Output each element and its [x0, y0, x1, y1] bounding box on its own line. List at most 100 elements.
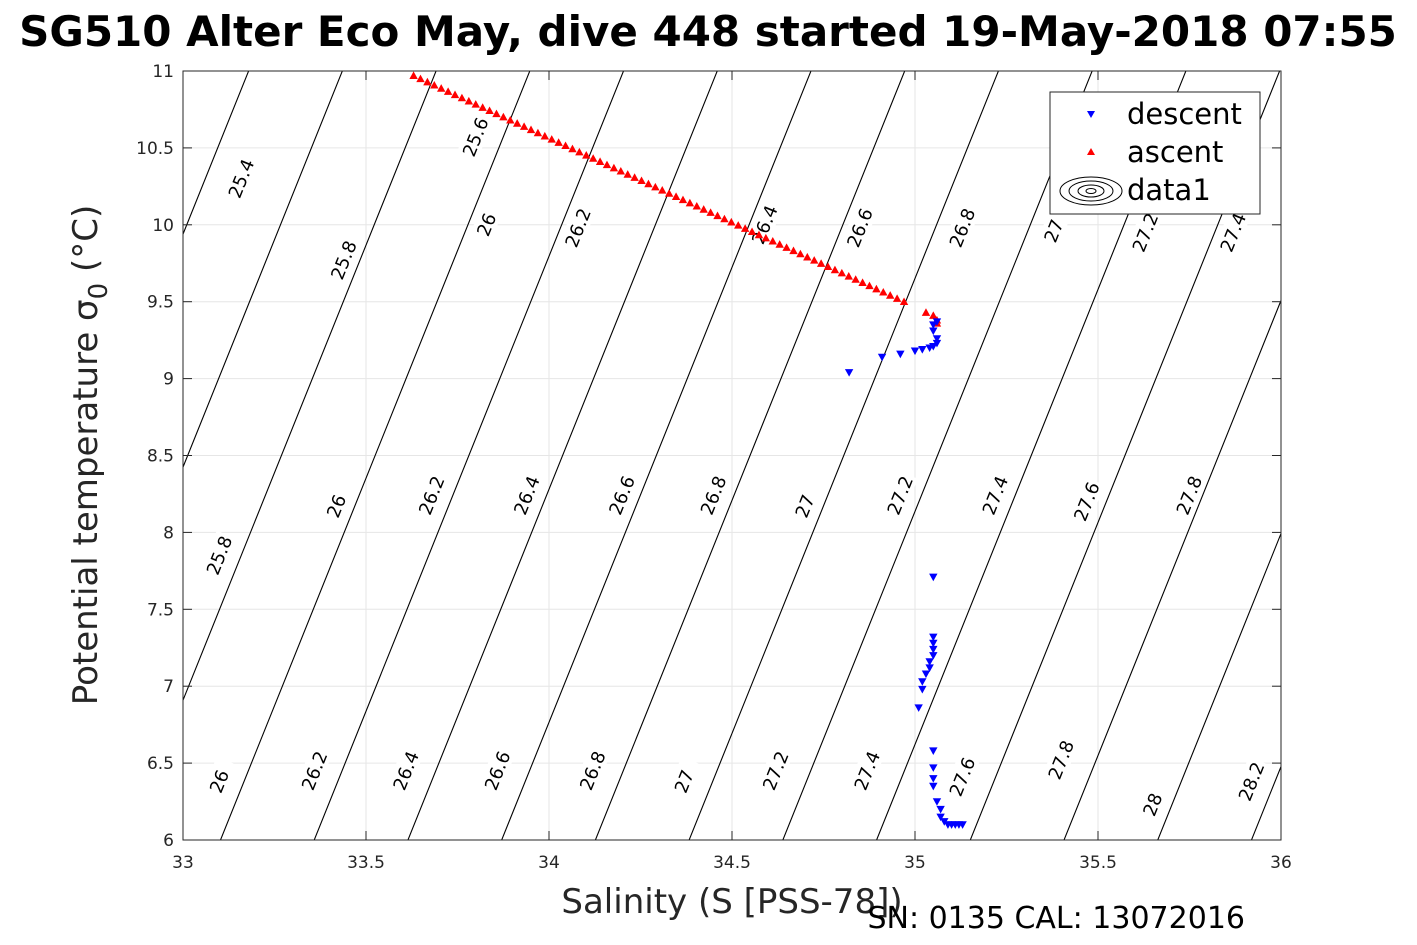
ascent-point — [810, 256, 819, 264]
serial-calibration-footer: SN: 0135 CAL: 13072016 — [867, 901, 1245, 936]
descent-point — [929, 747, 938, 755]
ascent-point — [816, 259, 826, 267]
descent-point — [929, 775, 938, 783]
x-tick-label: 33 — [172, 853, 194, 873]
descent-point — [932, 318, 942, 326]
ascent-point — [637, 176, 646, 185]
ascent-point — [706, 208, 715, 216]
ascent-point — [651, 182, 660, 191]
ascent-point — [872, 284, 881, 293]
ascent-point — [768, 236, 777, 245]
x-axis-label: Salinity (S [PSS-78]) — [561, 882, 902, 922]
ascent-point — [582, 151, 591, 159]
x-tick-label: 34 — [538, 853, 560, 873]
legend-ascent-label: ascent — [1127, 135, 1223, 169]
ascent-point — [492, 109, 501, 118]
ascent-point — [775, 240, 784, 248]
descent-point — [929, 633, 938, 642]
legend-box — [1049, 91, 1261, 215]
y-tick-label: 10 — [152, 216, 174, 236]
descent-point — [921, 670, 931, 679]
ascent-point — [851, 275, 860, 283]
descent-series — [844, 318, 967, 829]
ascent-point — [561, 141, 570, 150]
isopycnal-line — [183, 71, 437, 702]
ascent-point — [727, 217, 736, 226]
ascent-point — [506, 115, 515, 124]
ascent-point — [830, 265, 840, 274]
ascent-point — [485, 106, 494, 115]
x-tick-label: 34.5 — [713, 853, 751, 873]
x-tick-label: 36 — [1270, 853, 1292, 873]
ascent-point — [423, 77, 432, 86]
isopycnal-line — [688, 71, 1000, 840]
isopycnal-line — [594, 71, 906, 840]
descent-point — [918, 685, 927, 694]
y-tick-label: 6.5 — [147, 754, 174, 774]
ascent-point — [837, 268, 847, 277]
legend-descent-label: descent — [1127, 97, 1242, 131]
descent-point — [918, 678, 927, 686]
isopycnal-line — [219, 71, 531, 840]
legend-ascent-marker — [1087, 148, 1095, 155]
ascent-point — [409, 71, 418, 79]
ascent-point — [844, 272, 853, 280]
y-tick-label: 10.5 — [136, 139, 174, 159]
descent-point — [925, 658, 934, 666]
ascent-point — [754, 230, 764, 239]
ascent-point — [678, 195, 688, 204]
figure-title: SG510 Alter Eco May, dive 448 started 19… — [19, 7, 1397, 56]
ascent-point — [575, 147, 584, 156]
ascent-point — [623, 170, 632, 178]
descent-point — [929, 782, 938, 791]
descent-point — [877, 353, 887, 362]
y-tick-label: 8.5 — [147, 447, 174, 467]
ascent-point — [519, 122, 529, 130]
descent-point — [936, 813, 945, 822]
ascent-point — [692, 201, 701, 210]
ascent-point — [644, 179, 653, 188]
descent-point — [925, 664, 934, 672]
descent-point — [929, 645, 938, 654]
ascent-point — [796, 249, 805, 258]
descent-point — [929, 342, 938, 351]
ascent-point — [699, 205, 708, 213]
y-tick-label: 7.5 — [147, 600, 174, 620]
ascent-point — [499, 112, 508, 121]
ascent-point — [886, 291, 895, 299]
ascent-point — [430, 80, 439, 89]
ascent-point — [443, 87, 453, 95]
descent-point — [958, 821, 967, 829]
x-axis-ticks: 33 33.5 34 34.5 35 35.5 36 — [172, 71, 1292, 873]
ascent-point — [554, 138, 563, 146]
ascent-point — [734, 221, 743, 229]
ascent-point — [740, 224, 750, 232]
descent-point — [932, 339, 942, 348]
descent-point — [896, 350, 905, 359]
isopycnal-line — [183, 71, 250, 236]
descent-point — [929, 764, 938, 772]
ascent-point — [929, 311, 938, 319]
isopycnal-line — [1157, 532, 1281, 840]
ascent-point — [664, 189, 674, 197]
ascent-point — [450, 90, 460, 99]
ascent-point — [526, 125, 536, 134]
ascent-point — [464, 96, 474, 105]
isopycnal-line — [313, 71, 625, 840]
ascent-point — [789, 246, 798, 255]
y-tick-label: 7 — [163, 677, 174, 697]
ascent-point — [865, 281, 874, 290]
y-tick-label: 6 — [163, 831, 174, 851]
legend: descent ascent data1 — [1049, 91, 1261, 215]
x-tick-label: 35 — [904, 853, 926, 873]
ascent-point — [416, 74, 425, 83]
ascent-point — [602, 160, 612, 169]
descent-point — [929, 327, 938, 336]
legend-descent-marker — [1087, 111, 1095, 118]
descent-point — [936, 805, 945, 814]
contour-label: 26 — [317, 481, 355, 531]
ascent-point — [512, 119, 522, 127]
legend-contour-icon — [1059, 176, 1123, 206]
y-tick-label: 11 — [152, 62, 174, 82]
ascent-point — [630, 173, 639, 181]
